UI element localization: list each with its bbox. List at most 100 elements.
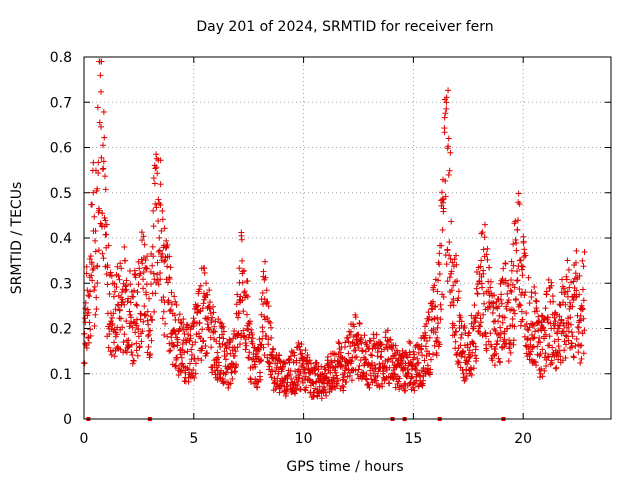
data-point (487, 284, 494, 291)
data-point (268, 334, 275, 341)
data-point (172, 362, 179, 369)
y-tick-label: 0.4 (50, 231, 72, 247)
data-point (535, 318, 542, 325)
data-point (116, 307, 123, 314)
data-point (517, 257, 524, 264)
data-point (445, 171, 452, 178)
data-point (92, 248, 99, 255)
data-point (247, 375, 254, 382)
data-point (286, 371, 293, 378)
data-point (254, 377, 261, 384)
data-point (149, 317, 156, 324)
data-point (261, 352, 268, 359)
data-point (426, 313, 433, 320)
data-point (440, 199, 447, 206)
data-point (487, 330, 494, 337)
data-point (94, 279, 101, 286)
data-point (139, 237, 146, 244)
data-point (396, 375, 403, 382)
data-point (527, 351, 534, 358)
data-point (386, 380, 393, 387)
data-point (166, 340, 173, 347)
data-point (453, 261, 460, 268)
data-point (486, 264, 493, 271)
data-point (525, 274, 532, 281)
data-point (427, 356, 434, 363)
data-point (257, 342, 264, 349)
data-point (318, 363, 325, 370)
data-point (158, 227, 165, 234)
data-point (87, 288, 94, 295)
data-point (220, 323, 227, 330)
data-point (555, 336, 562, 343)
data-point (164, 263, 171, 270)
data-point (210, 309, 217, 316)
data-point (342, 339, 349, 346)
data-point (148, 337, 155, 344)
data-point (202, 343, 209, 350)
data-point (546, 333, 553, 340)
data-point (177, 319, 184, 326)
data-point (210, 303, 217, 310)
data-point (241, 267, 248, 274)
data-point (446, 274, 453, 281)
data-point (82, 340, 89, 347)
data-point (229, 375, 236, 382)
data-point (525, 327, 532, 334)
data-point (552, 365, 559, 372)
data-point (492, 345, 499, 352)
data-point (537, 350, 544, 357)
data-point (138, 229, 145, 236)
data-point (140, 233, 147, 240)
data-point (473, 355, 480, 362)
data-point (369, 352, 376, 359)
data-point (200, 337, 207, 344)
data-point (272, 368, 279, 375)
data-point (436, 250, 443, 257)
data-point (362, 375, 369, 382)
data-point (527, 348, 534, 355)
data-point (497, 280, 504, 287)
data-point (529, 344, 536, 351)
data-point (141, 303, 148, 310)
data-point (565, 328, 572, 335)
data-point (260, 344, 267, 351)
data-point (536, 374, 543, 381)
data-point (200, 290, 207, 297)
data-point (288, 375, 295, 382)
data-point (234, 314, 241, 321)
data-point (446, 239, 453, 246)
data-point (98, 88, 105, 95)
data-point (136, 265, 143, 272)
data-point (179, 346, 186, 353)
data-point (415, 349, 422, 356)
data-point (243, 342, 250, 349)
data-point (259, 289, 266, 296)
data-point (95, 159, 102, 166)
x-tick-label: 0 (80, 431, 89, 447)
data-point (425, 309, 432, 316)
data-point (556, 347, 563, 354)
data-point (211, 323, 218, 330)
data-point (324, 360, 331, 367)
data-point (461, 324, 468, 331)
data-point (450, 282, 457, 289)
data-point (506, 341, 513, 348)
data-point (201, 269, 208, 276)
data-point (482, 221, 489, 228)
data-point (124, 298, 131, 305)
data-point (171, 293, 178, 300)
data-point (345, 350, 352, 357)
data-point (486, 303, 493, 310)
data-point (433, 352, 440, 359)
data-point (544, 353, 551, 360)
data-point (166, 253, 173, 260)
data-point (213, 338, 220, 345)
data-point (515, 303, 522, 310)
data-point (510, 241, 517, 248)
data-point (117, 315, 124, 322)
data-point (98, 154, 105, 161)
data-point (389, 375, 396, 382)
data-point (198, 357, 205, 364)
data-point (541, 367, 548, 374)
